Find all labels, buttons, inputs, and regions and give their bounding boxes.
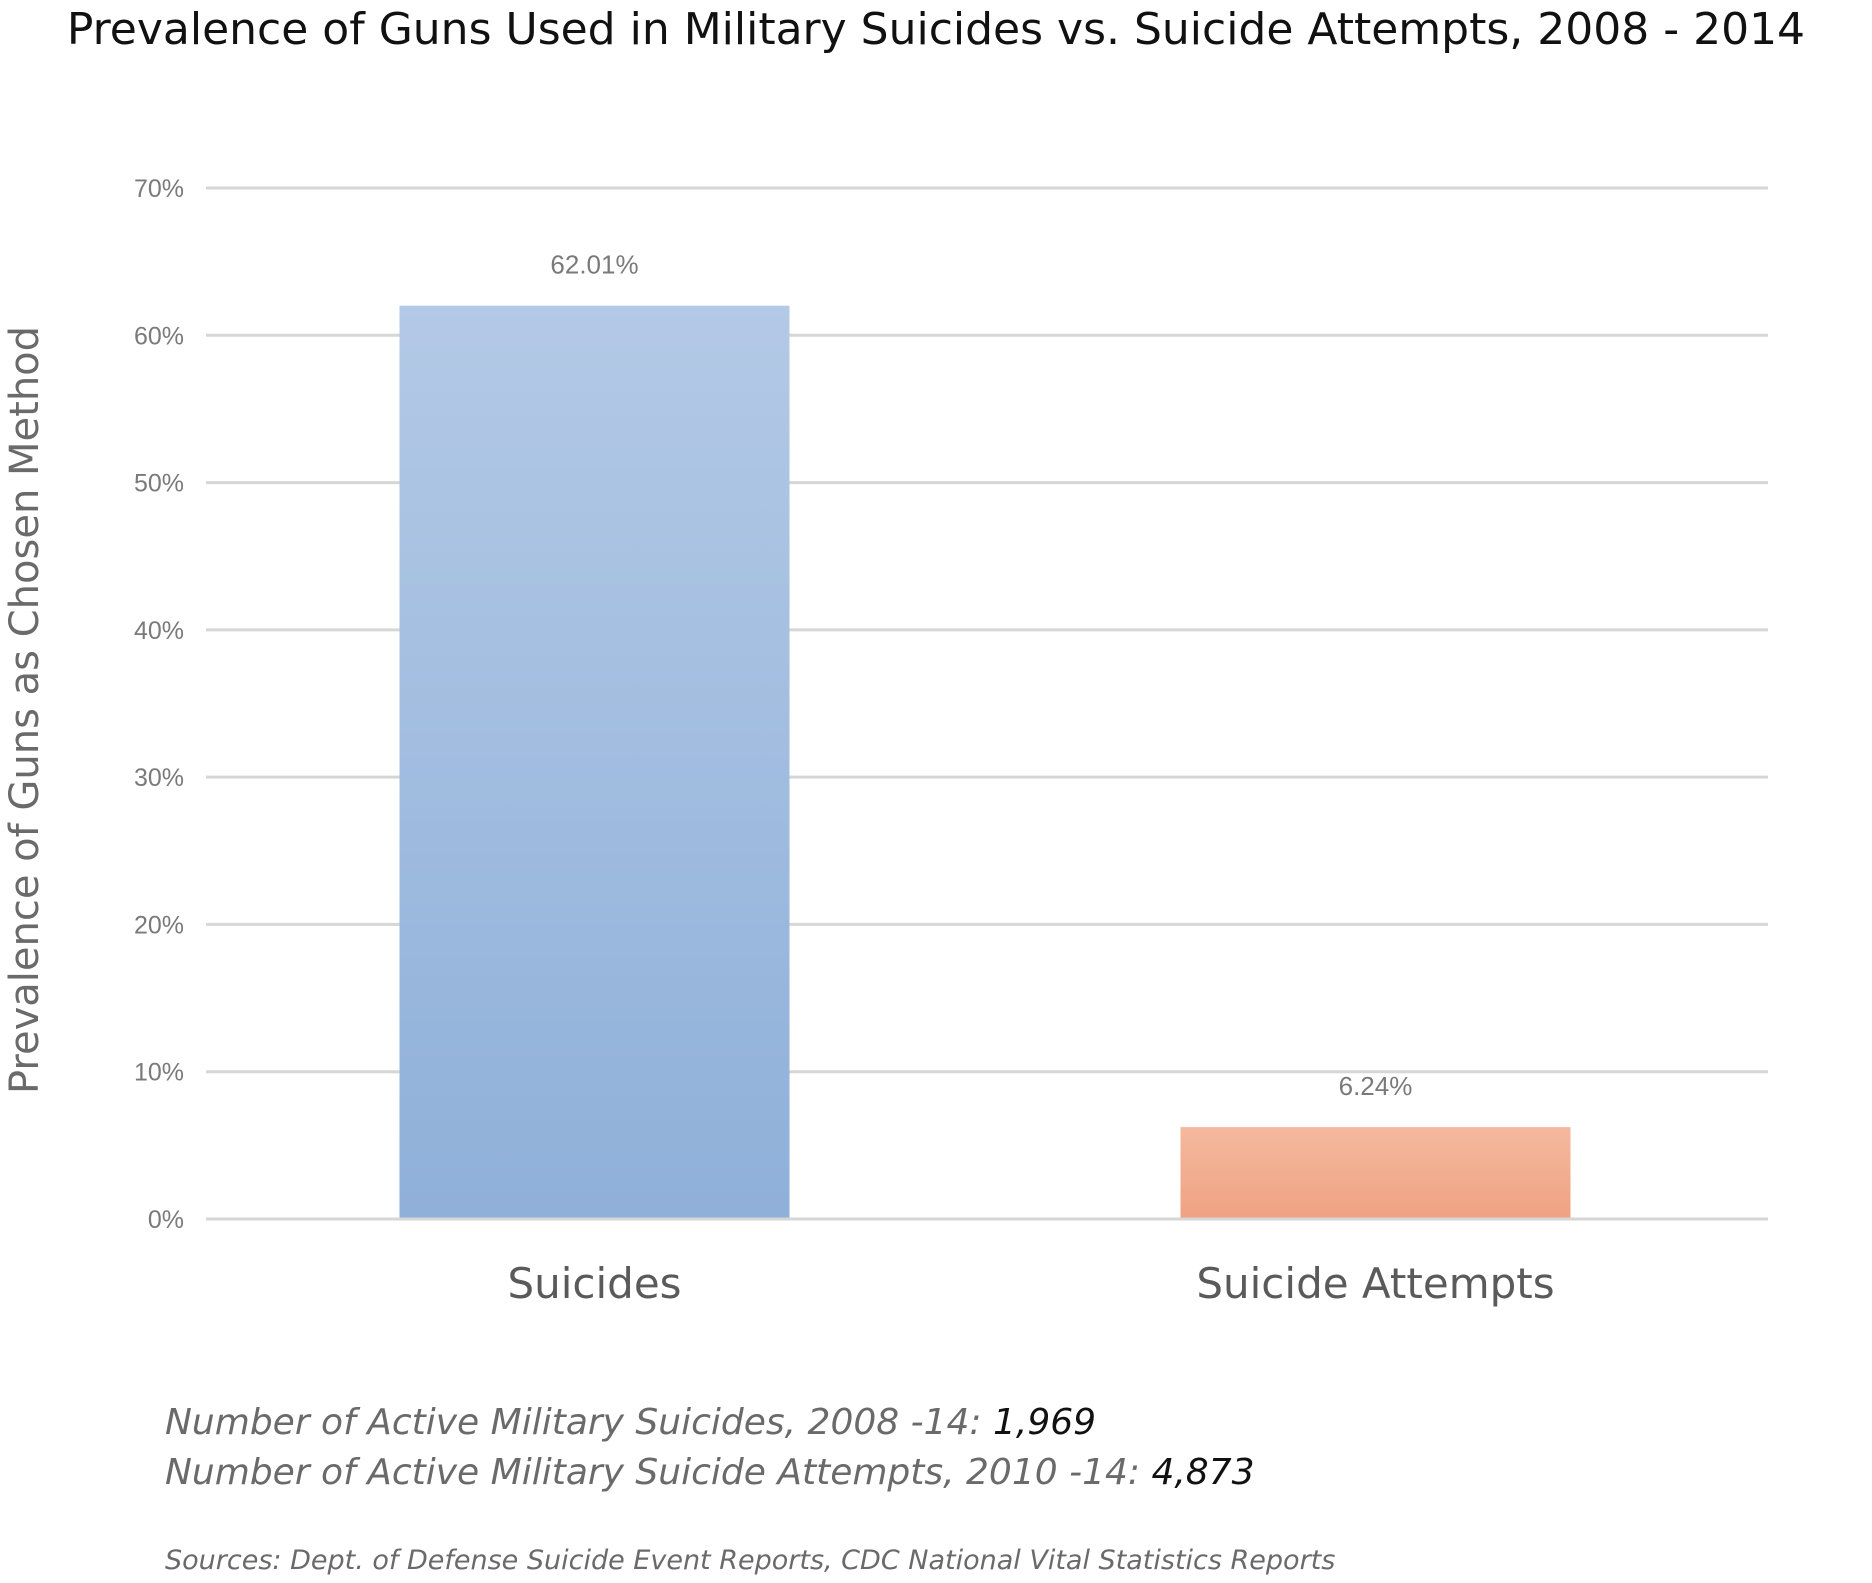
y-tick-label: 30% [134,764,184,792]
suicides-count-value: 1,969 [992,1402,1097,1443]
y-tick-label: 20% [134,911,184,939]
category-label: Suicide Attempts [1196,1259,1554,1308]
data-labels: 62.01% 6.24% [550,250,1412,1101]
attempts-count-label: Number of Active Military Suicide Attemp… [165,1452,1152,1493]
attempts-count-note: Number of Active Military Suicide Attemp… [165,1452,1255,1493]
y-tick-label: 0% [148,1206,184,1234]
suicides-count-label: Number of Active Military Suicides, 2008… [165,1402,993,1443]
suicides-count-note: Number of Active Military Suicides, 2008… [165,1402,1096,1443]
y-tick-label: 50% [134,470,184,498]
y-tick-labels: 0% 10% 20% 30% 40% 50% 60% 70% [134,175,184,1234]
attempts-count-value: 4,873 [1151,1452,1255,1493]
bar-suicides [399,305,790,1218]
chart-title: Prevalence of Guns Used in Military Suic… [67,4,1805,55]
data-label: 62.01% [550,250,638,280]
y-tick-label: 60% [134,322,184,350]
category-labels: Suicides Suicide Attempts [507,1259,1554,1308]
y-tick-label: 70% [134,175,184,203]
y-tick-label: 40% [134,617,184,645]
category-label: Suicides [507,1259,681,1308]
y-tick-label: 10% [134,1059,184,1087]
bar-suicide-attempts [1180,1127,1571,1218]
y-axis-label: Prevalence of Guns as Chosen Method [2,326,48,1094]
bars [399,305,1571,1218]
sources-note: Sources: Dept. of Defense Suicide Event … [165,1545,1336,1576]
data-label: 6.24% [1339,1071,1413,1101]
